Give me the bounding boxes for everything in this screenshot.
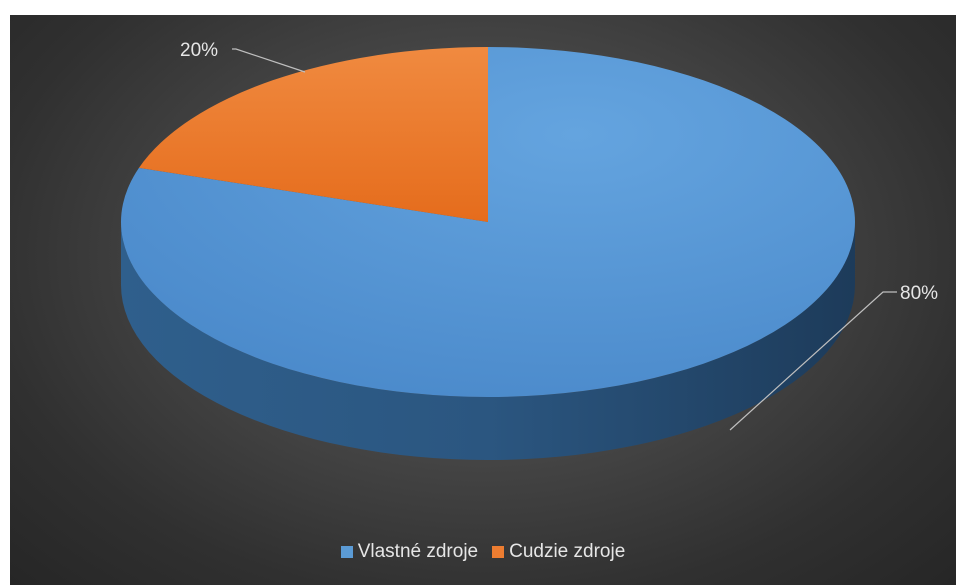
legend-swatch-blue bbox=[340, 546, 353, 558]
leader-line-20 bbox=[232, 48, 306, 73]
legend-label-vlastne: Vlastné zdroje bbox=[357, 541, 479, 562]
legend-item-cudzie: Cudzie zdroje bbox=[492, 541, 625, 563]
pie-slice-vlastne-zdroje bbox=[120, 47, 855, 397]
data-label-80: 80% bbox=[900, 283, 938, 304]
pie-side-wall bbox=[121, 222, 855, 460]
legend-swatch-orange bbox=[492, 546, 505, 558]
leader-line-80 bbox=[729, 291, 897, 431]
data-label-20: 20% bbox=[180, 40, 218, 61]
pie-chart: 80% 20% bbox=[120, 40, 938, 460]
legend-label-cudzie: Cudzie zdroje bbox=[509, 541, 626, 562]
legend: Vlastné zdroje Cudzie zdroje bbox=[10, 539, 956, 565]
chart-area: 80% 20% Vlastné zdroje Cudzie zdroje bbox=[10, 15, 956, 585]
legend-item-vlastne: Vlastné zdroje bbox=[340, 541, 479, 563]
pie-slice-cudzie-zdroje bbox=[138, 47, 488, 222]
